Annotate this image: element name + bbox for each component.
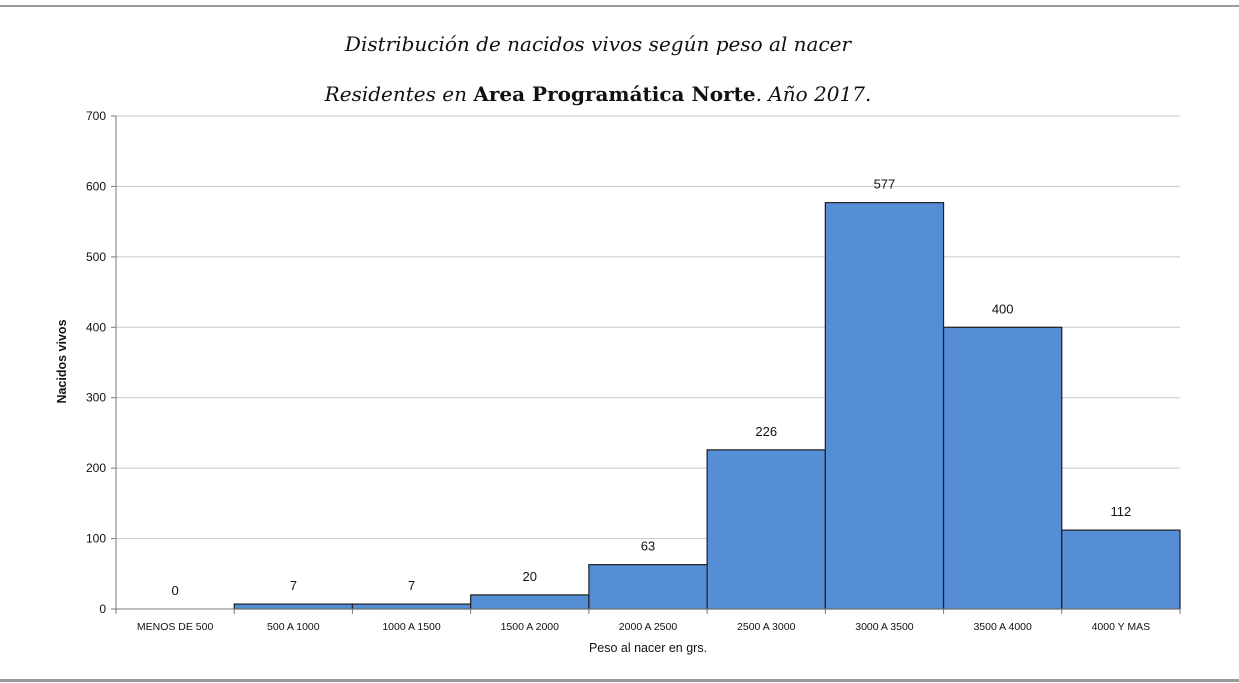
bar <box>706 449 826 610</box>
x-tick-label: 3000 A 3500 <box>855 621 914 633</box>
x-tick-label: 4000 Y MAS <box>1092 621 1151 633</box>
y-tick-label: 300 <box>86 391 106 405</box>
x-tick-label: MENOS DE 500 <box>137 621 214 633</box>
data-label: 0 <box>171 583 178 598</box>
data-label: 400 <box>992 301 1014 316</box>
data-label: 226 <box>755 424 777 439</box>
bar <box>824 202 945 610</box>
y-tick-label: 200 <box>86 461 106 475</box>
x-tick-label: 1000 A 1500 <box>382 621 441 633</box>
data-label: 7 <box>408 578 415 593</box>
y-tick-label: 500 <box>86 250 106 264</box>
bottom-rule <box>0 679 1239 682</box>
chart-title: Distribución de nacidos vivos según peso… <box>344 32 852 56</box>
y-tick-label: 100 <box>86 532 106 546</box>
x-tick-label: 2000 A 2500 <box>619 621 678 633</box>
y-tick-label: 700 <box>86 109 106 123</box>
bar <box>1061 529 1181 610</box>
data-label: 7 <box>290 578 297 593</box>
labels: 0 100 200 300 400 500 600 700 0 MENOS DE 500 7 500 … <box>86 109 1150 633</box>
axes <box>111 115 1181 614</box>
x-tick-label: 3500 A 4000 <box>973 621 1032 633</box>
y-tick-label: 600 <box>86 179 106 193</box>
x-tick-label: 2500 A 3000 <box>737 621 796 633</box>
data-label: 20 <box>523 569 537 584</box>
subtitle-prefix: Residentes en <box>324 82 474 106</box>
y-axis-title: Nacidos vivos <box>55 319 69 403</box>
bar <box>233 603 354 610</box>
y-tick-label: 0 <box>99 602 106 616</box>
x-tick-label: 1500 A 2000 <box>501 621 560 633</box>
bar <box>351 603 472 610</box>
bar <box>470 594 590 610</box>
y-tick-label: 400 <box>86 320 106 334</box>
subtitle-bold: Area Programática Norte <box>473 82 756 106</box>
data-label: 577 <box>874 177 896 192</box>
data-label: 63 <box>641 539 655 554</box>
bar <box>588 564 708 610</box>
bar <box>942 326 1063 610</box>
chart-subtitle: Residentes en Area Programática Norte. A… <box>0 82 1196 106</box>
x-tick-label: 500 A 1000 <box>267 621 320 633</box>
bars <box>233 202 1181 610</box>
top-rule <box>0 5 1239 7</box>
x-axis-title: Peso al nacer en grs. <box>589 641 707 655</box>
data-label: 112 <box>1111 504 1132 519</box>
subtitle-suffix: . Año 2017. <box>755 82 872 106</box>
